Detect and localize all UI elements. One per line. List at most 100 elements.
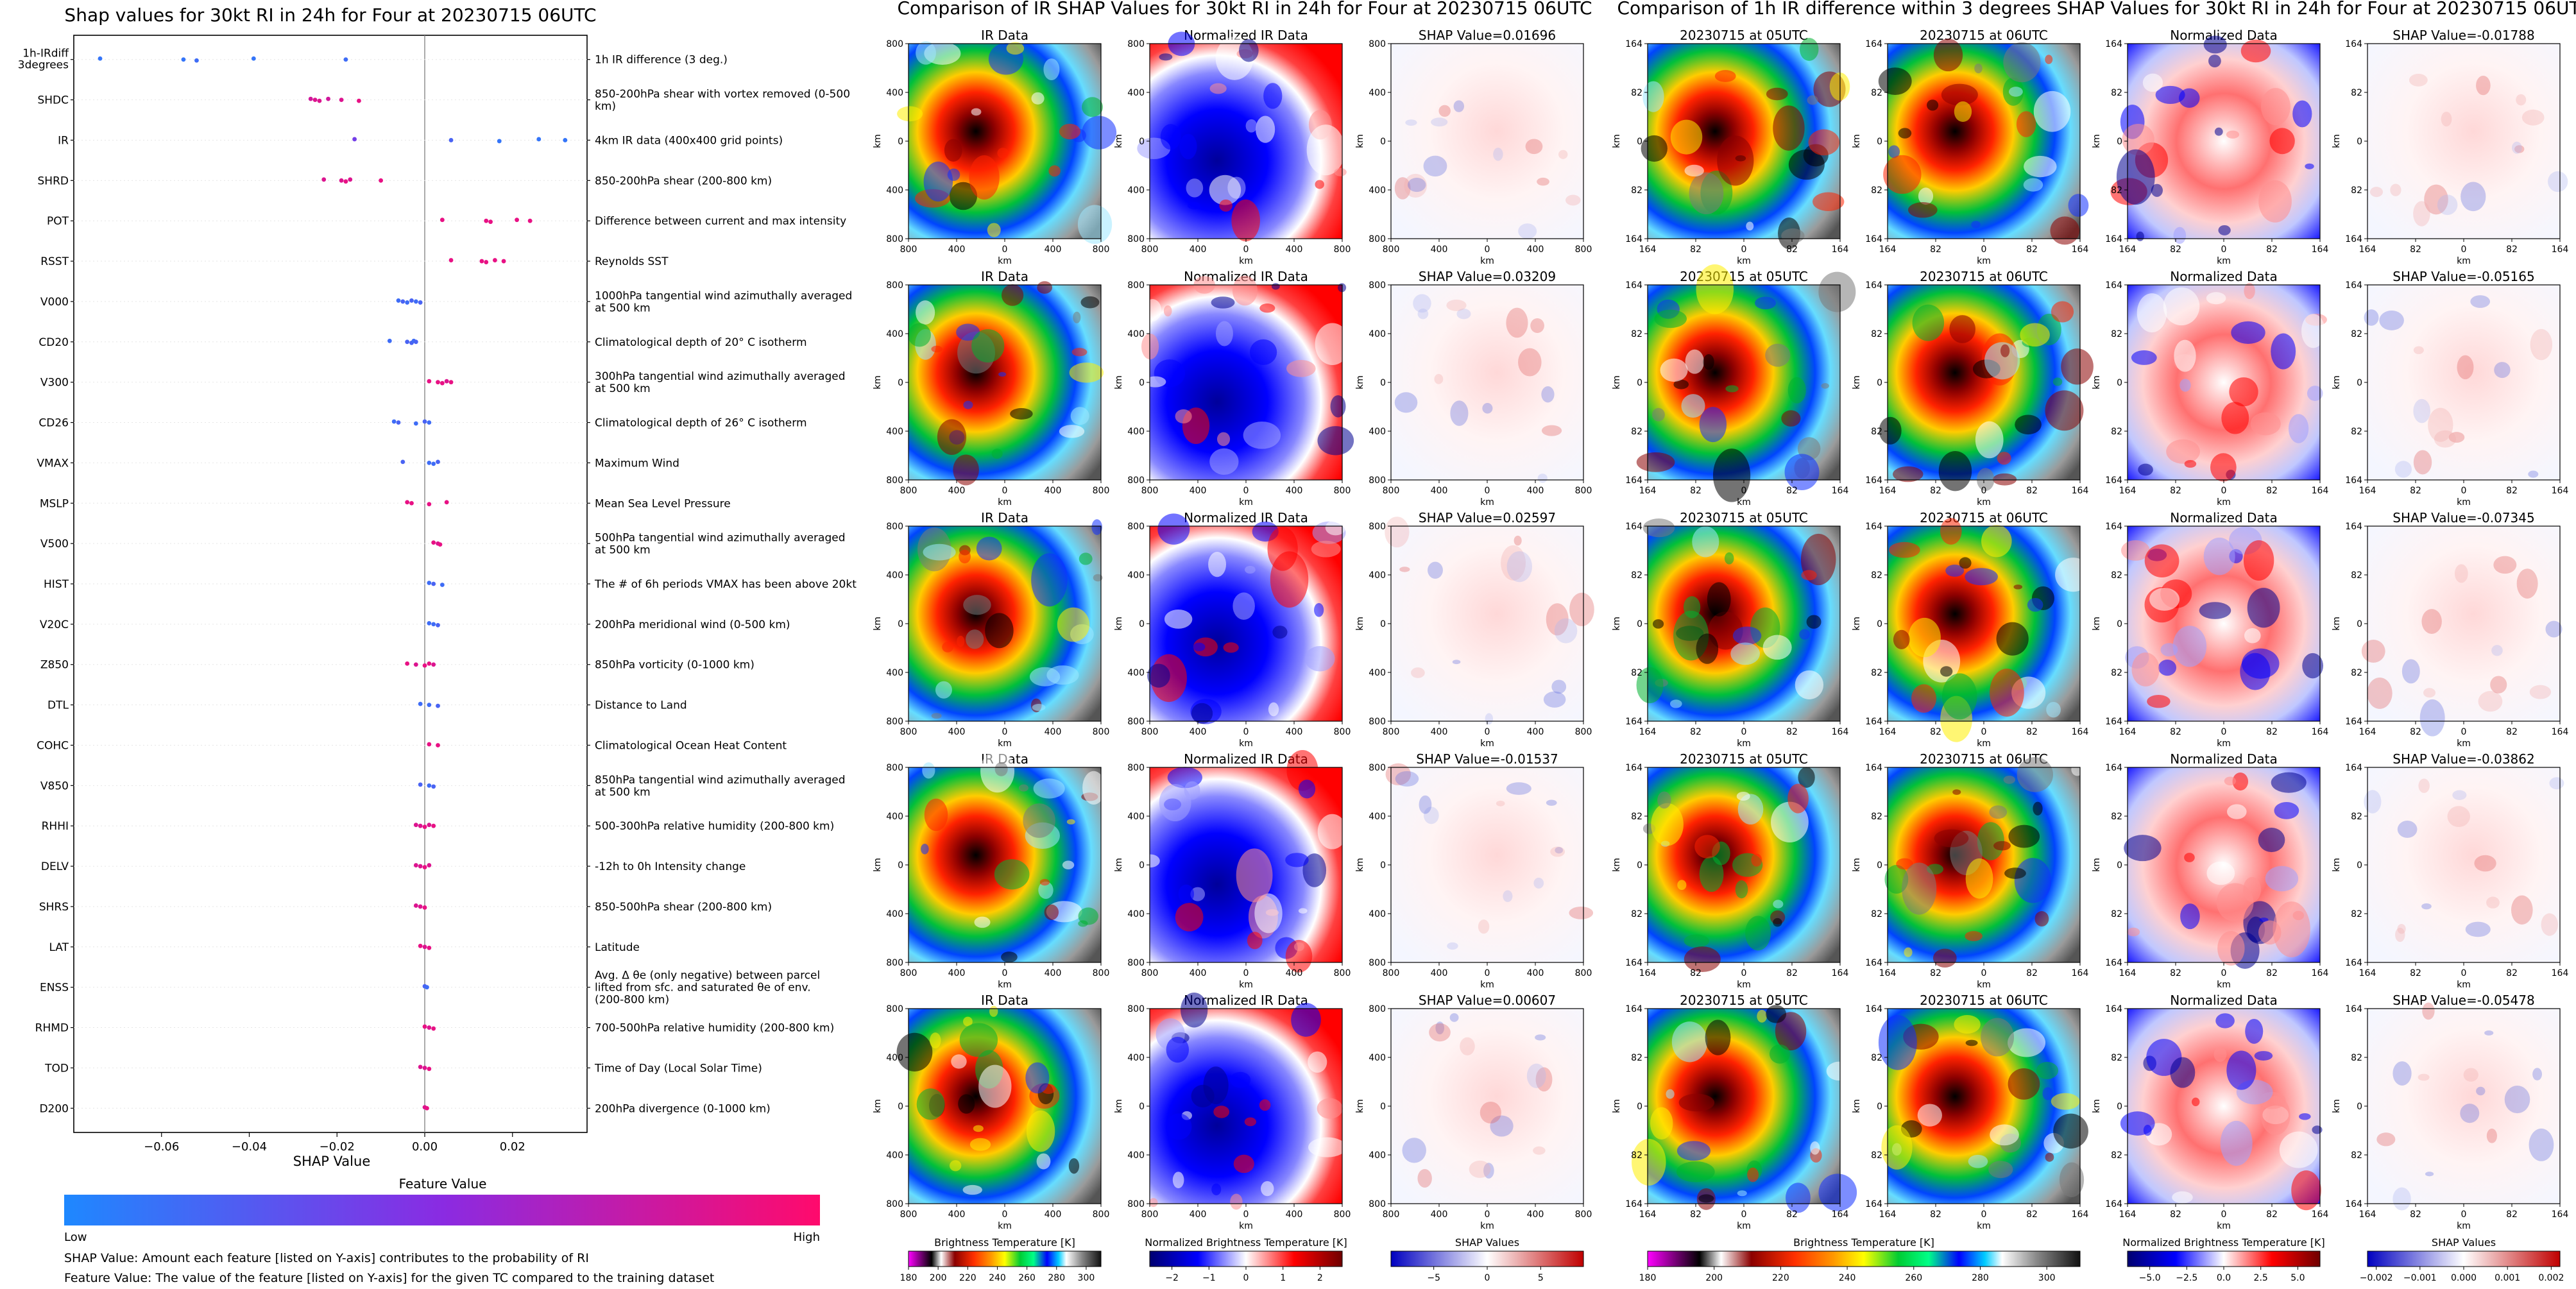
feature-code-label: RHMD bbox=[35, 1022, 69, 1035]
texture-blob bbox=[1493, 148, 1503, 161]
texture-blob bbox=[1039, 878, 1050, 886]
y-tick-label: 0 bbox=[1380, 619, 1386, 629]
shap-point bbox=[479, 259, 484, 264]
texture-blob bbox=[1941, 673, 1977, 720]
texture-blob bbox=[989, 1005, 998, 1017]
y-tick-label: 164 bbox=[2105, 1004, 2122, 1014]
texture-blob bbox=[1747, 1167, 1759, 1182]
texture-blob bbox=[978, 1064, 1012, 1108]
texture-blob bbox=[2484, 1030, 2494, 1036]
y-tick-label: 164 bbox=[2105, 280, 2122, 291]
shap-point bbox=[427, 823, 432, 828]
texture-blob bbox=[931, 345, 943, 353]
y-tick-label: 0 bbox=[1139, 137, 1145, 147]
texture-blob bbox=[1286, 360, 1316, 377]
texture-blob bbox=[1965, 931, 1983, 941]
image-panel-ir bbox=[1887, 518, 2092, 742]
panel-title-shap: SHAP Value=-0.03862 bbox=[2393, 751, 2534, 767]
texture-blob bbox=[1696, 264, 1734, 314]
image-panel-ir bbox=[896, 1005, 1102, 1204]
shap-point bbox=[400, 459, 405, 465]
feature-code-label: DTL bbox=[47, 699, 69, 712]
texture-blob bbox=[1243, 422, 1281, 449]
x-tick-label: 800 bbox=[1334, 244, 1351, 255]
x-tick-label: 400 bbox=[1190, 486, 1207, 496]
shap-point bbox=[425, 985, 429, 990]
y-axis-label: km bbox=[873, 617, 883, 631]
texture-blob bbox=[1018, 784, 1028, 792]
texture-blob bbox=[1795, 670, 1824, 699]
shap-point bbox=[431, 1026, 436, 1031]
x-tick-label: 0 bbox=[1243, 1209, 1249, 1220]
feature-code-label: ENSS bbox=[40, 982, 69, 994]
texture-blob bbox=[2292, 910, 2305, 921]
texture-blob bbox=[1317, 814, 1347, 849]
texture-blob bbox=[2474, 855, 2496, 872]
texture-blob bbox=[1407, 178, 1426, 192]
texture-blob bbox=[1298, 780, 1316, 799]
texture-blob bbox=[1166, 1113, 1192, 1140]
texture-blob bbox=[1157, 513, 1190, 545]
shap-point bbox=[484, 260, 489, 264]
feature-code-label: 3degrees bbox=[18, 59, 69, 72]
texture-blob bbox=[1394, 392, 1418, 413]
texture-blob bbox=[1683, 596, 1701, 619]
x-tick-label: 82 bbox=[2266, 727, 2278, 737]
texture-blob bbox=[1010, 408, 1033, 420]
image-panel-shap bbox=[1390, 43, 1584, 239]
x-tick-label: 0.00 bbox=[412, 1140, 438, 1154]
panel-title-norm: Normalized IR Data bbox=[1184, 751, 1308, 767]
x-tick-label: 800 bbox=[900, 244, 917, 255]
y-axis-label: km bbox=[2092, 134, 2102, 148]
feature-code-label: SHRS bbox=[39, 901, 69, 914]
texture-blob bbox=[1908, 617, 1941, 658]
shap-point bbox=[427, 661, 432, 666]
texture-blob bbox=[1997, 452, 2011, 465]
y-tick-label: 400 bbox=[1369, 88, 1386, 98]
texture-blob bbox=[2247, 588, 2280, 628]
feature-description: 850-500hPa shear (200-800 km) bbox=[595, 901, 772, 914]
texture-blob bbox=[1676, 1161, 1715, 1182]
x-tick-label: 164 bbox=[1639, 968, 1657, 978]
shap-point bbox=[418, 943, 423, 948]
y-tick-label: 0 bbox=[2117, 619, 2122, 629]
texture-blob bbox=[1699, 856, 1724, 892]
y-axis-label: km bbox=[2092, 617, 2102, 631]
shap-point bbox=[427, 703, 432, 708]
y-tick-label: 400 bbox=[1127, 812, 1145, 822]
texture-blob bbox=[1917, 1104, 1942, 1127]
x-tick-label: 82 bbox=[1690, 968, 1702, 978]
y-axis-label: km bbox=[2092, 858, 2102, 872]
panel-image bbox=[1391, 1009, 1583, 1204]
x-tick-label: 800 bbox=[1334, 486, 1351, 496]
texture-blob bbox=[2004, 867, 2026, 879]
texture-blob bbox=[962, 1184, 982, 1195]
shap-point bbox=[436, 743, 440, 747]
image-panel-ir bbox=[908, 519, 1103, 722]
x-tick-label: 0 bbox=[1741, 1209, 1747, 1220]
shap-point bbox=[348, 177, 353, 182]
x-tick-label: 164 bbox=[2072, 244, 2089, 255]
texture-blob bbox=[1714, 70, 1736, 82]
y-axis-label: km bbox=[873, 1099, 883, 1113]
y-tick-label: 400 bbox=[886, 812, 903, 822]
x-axis-label: km bbox=[1737, 1221, 1751, 1231]
shap-point bbox=[409, 298, 414, 303]
texture-blob bbox=[2376, 1132, 2396, 1147]
texture-blob bbox=[2259, 918, 2269, 923]
colorbar-tick-label: 0.001 bbox=[2495, 1273, 2520, 1283]
panel-title-ir: 20230715 at 06UTC bbox=[1920, 993, 2048, 1008]
shap-point bbox=[352, 137, 357, 142]
y-tick-label: 164 bbox=[2345, 763, 2362, 773]
texture-blob bbox=[2250, 412, 2281, 436]
texture-blob bbox=[1896, 858, 1913, 870]
x-tick-label: 400 bbox=[1190, 1209, 1207, 1220]
texture-blob bbox=[2172, 1191, 2193, 1204]
y-tick-label: 82 bbox=[1631, 668, 1642, 678]
y-axis-label: km bbox=[1852, 858, 1862, 872]
shap-point bbox=[194, 58, 199, 63]
x-tick-label: 82 bbox=[2410, 968, 2421, 978]
y-tick-label: 0 bbox=[1139, 619, 1145, 629]
y-tick-label: 400 bbox=[1369, 329, 1386, 339]
shap-point bbox=[427, 420, 432, 425]
